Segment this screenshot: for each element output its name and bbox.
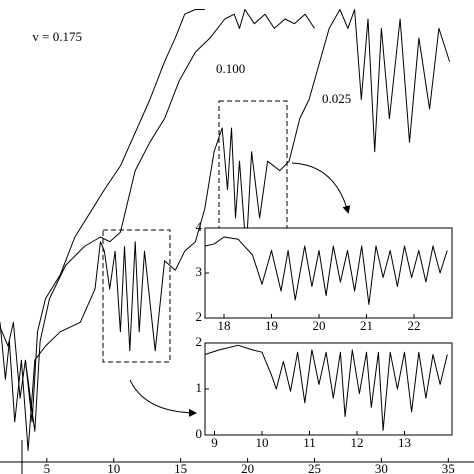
x-tick-label: 25	[308, 461, 321, 474]
x-tick-label: 10	[107, 461, 120, 474]
x-tick-label: 30	[375, 461, 388, 474]
y-tick-label: 0	[196, 426, 203, 441]
curve	[0, 9, 205, 423]
x-tick-label: 20	[241, 461, 254, 474]
x-tick-label: 5	[44, 461, 51, 474]
y-tick-label: 4	[196, 219, 203, 234]
x-tick-label: 21	[360, 318, 373, 333]
x-tick-label: 11	[303, 435, 316, 450]
series-label: 0.025	[322, 91, 351, 106]
series-label: 0.100	[216, 61, 245, 76]
y-tick-label: 1	[196, 380, 203, 395]
x-tick-label: 18	[218, 318, 231, 333]
x-tick-label: 35	[442, 461, 455, 474]
zoom-box	[102, 229, 171, 363]
x-tick-label: 19	[265, 318, 278, 333]
x-tick-label: 13	[398, 435, 411, 450]
inset-frame	[204, 227, 453, 319]
x-tick-label: 20	[313, 318, 326, 333]
x-tick-label: 10	[256, 435, 269, 450]
y-tick-label: 2	[196, 334, 203, 349]
y-tick-label: 2	[196, 309, 203, 324]
x-tick-label: 22	[408, 318, 421, 333]
arrow	[129, 379, 197, 417]
x-tick-label: 12	[351, 435, 364, 450]
curve	[204, 344, 448, 431]
x-tick-label: 15	[174, 461, 187, 474]
y-tick-label: 3	[196, 264, 203, 279]
series-label: v = 0.175	[32, 29, 82, 44]
arrow	[291, 162, 351, 214]
curve	[24, 9, 315, 432]
curve	[204, 236, 448, 305]
x-tick-label: 9	[211, 435, 218, 450]
curve	[0, 9, 451, 451]
inset-frame	[204, 342, 453, 436]
